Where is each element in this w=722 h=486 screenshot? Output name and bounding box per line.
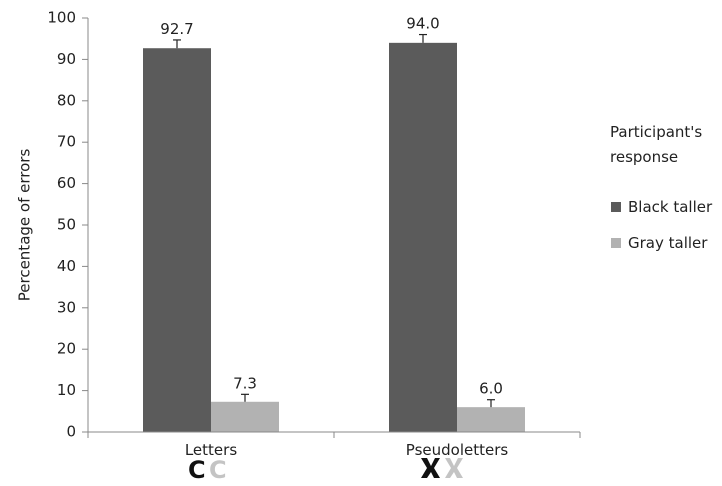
y-tick-label: 90 xyxy=(57,50,76,68)
y-ticks: 0 10 20 30 40 50 60 70 80 90 100 xyxy=(47,9,88,441)
y-tick-label: 30 xyxy=(57,298,76,316)
legend-label-gray-taller: Gray taller xyxy=(628,234,708,252)
y-tick-label: 40 xyxy=(57,257,76,275)
data-label: 94.0 xyxy=(406,15,439,33)
x-tick-label: Letters xyxy=(185,441,237,459)
legend-swatch-black-taller xyxy=(611,202,621,212)
y-tick-label: 20 xyxy=(57,340,76,358)
y-axis-title: Percentage of errors xyxy=(16,149,34,302)
legend-title-line-2: response xyxy=(610,148,678,166)
svg-text:C: C xyxy=(209,456,227,484)
x-tick-label: Pseudoletters xyxy=(406,441,509,459)
data-label: 7.3 xyxy=(233,374,257,392)
y-tick-label: 50 xyxy=(57,216,76,234)
bar-gray-taller xyxy=(211,401,279,432)
y-tick-label: 80 xyxy=(57,91,76,109)
data-label: 92.7 xyxy=(160,20,193,38)
pseudoletter-stimulus-icon xyxy=(421,458,463,478)
bar-gray-taller xyxy=(457,407,525,432)
y-tick-label: 100 xyxy=(47,9,76,27)
x-ticks: Letters Pseudoletters xyxy=(87,432,581,459)
letter-c-stimulus-icon: C C xyxy=(188,456,227,484)
y-tick-label: 60 xyxy=(57,174,76,192)
y-tick-label: 0 xyxy=(66,423,76,441)
bar-black-taller xyxy=(389,42,457,433)
data-label: 6.0 xyxy=(479,380,503,398)
y-tick-label: 70 xyxy=(57,133,76,151)
legend: Participant's response Black taller Gray… xyxy=(610,123,713,252)
svg-text:C: C xyxy=(188,456,206,484)
bars xyxy=(143,33,525,433)
legend-swatch-gray-taller xyxy=(611,238,621,248)
y-tick-label: 10 xyxy=(57,381,76,399)
legend-label-black-taller: Black taller xyxy=(628,198,713,216)
bar-black-taller xyxy=(143,48,211,433)
legend-title-line-1: Participant's xyxy=(610,123,702,141)
data-labels: 92.7 7.3 94.0 6.0 xyxy=(160,15,503,398)
